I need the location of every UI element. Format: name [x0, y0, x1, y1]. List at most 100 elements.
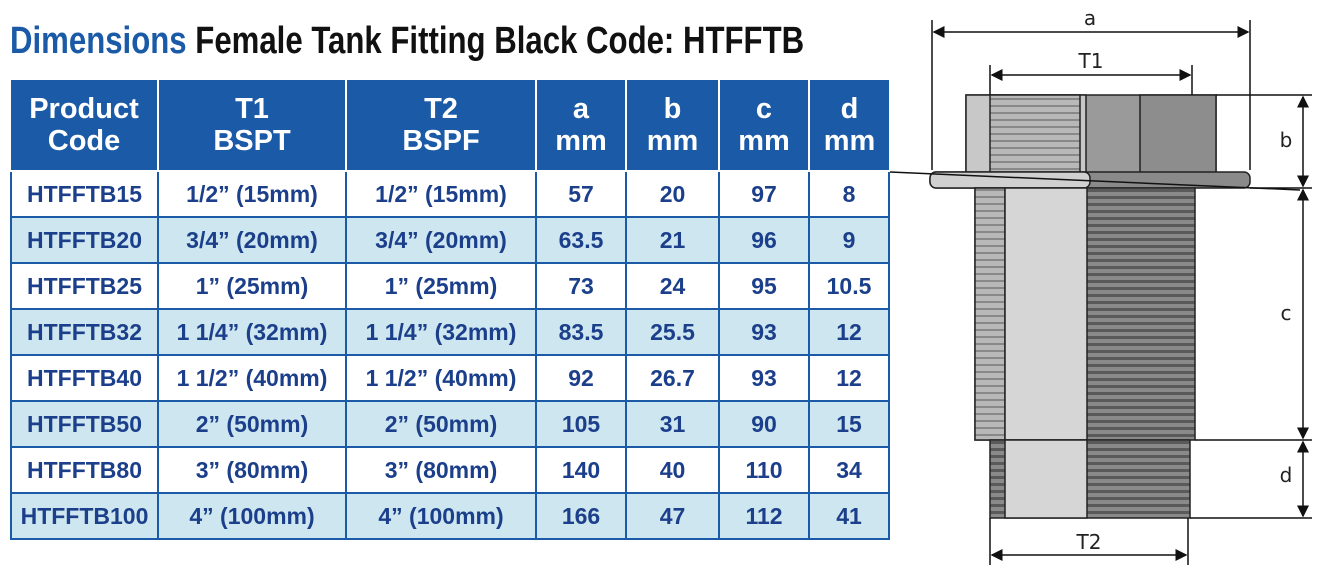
table-cell: HTFFTB25	[10, 262, 159, 310]
table-cell: 92	[535, 354, 627, 402]
table-cell: 1 1/2” (40mm)	[345, 354, 537, 402]
label-t1: T1	[1078, 49, 1104, 73]
table-cell: 2” (50mm)	[345, 400, 537, 448]
header-line: b	[663, 93, 682, 125]
header-line: Code	[47, 125, 121, 157]
table-cell: 12	[808, 354, 890, 402]
table-cell: 95	[718, 262, 810, 310]
header-line: BSPT	[213, 125, 291, 157]
table-cell: 4” (100mm)	[345, 492, 537, 540]
title-rest: Female Tank Fitting Black Code: HTFFTB	[195, 20, 805, 62]
table-cell: 15	[808, 400, 890, 448]
table-cell: 40	[625, 446, 720, 494]
table-cell: 9	[808, 216, 890, 264]
column-header: d mm	[808, 80, 889, 172]
table-cell: HTFFTB100	[10, 492, 159, 540]
table-cell: 31	[625, 400, 720, 448]
header-line: Product	[29, 93, 139, 125]
title-lead: Dimensions	[10, 20, 187, 62]
table-cell: 4” (100mm)	[157, 492, 347, 540]
table-cell: 1/2” (15mm)	[345, 170, 537, 218]
table-cell: 90	[718, 400, 810, 448]
table-cell: 97	[718, 170, 810, 218]
label-b: b	[1280, 128, 1293, 152]
table-cell: HTFFTB50	[10, 400, 159, 448]
header-line: a	[572, 93, 590, 125]
column-header: a mm	[535, 80, 627, 172]
table-cell: 34	[808, 446, 890, 494]
table-cell: 63.5	[535, 216, 627, 264]
table-cell: HTFFTB20	[10, 216, 159, 264]
table-row: HTFFTB15 1/2” (15mm) 1/2” (15mm) 57 20 97 8	[10, 170, 890, 218]
table-cell: HTFFTB32	[10, 308, 159, 356]
table-cell: 3” (80mm)	[345, 446, 537, 494]
table-cell: 8	[808, 170, 890, 218]
table-cell: 73	[535, 262, 627, 310]
table-cell: 110	[718, 446, 810, 494]
table-cell: 1 1/2” (40mm)	[157, 354, 347, 402]
table-cell: 41	[808, 492, 890, 540]
table-cell: 1 1/4” (32mm)	[345, 308, 537, 356]
table-row: HTFFTB25 1” (25mm) 1” (25mm) 73 24 95 10.5	[10, 262, 890, 310]
table-cell: 140	[535, 446, 627, 494]
table-cell: 21	[625, 216, 720, 264]
table-cell: 25.5	[625, 308, 720, 356]
column-header: T2 BSPF	[345, 80, 537, 172]
table-cell: 10.5	[808, 262, 890, 310]
column-header: Product Code	[11, 80, 159, 172]
table-cell: 47	[625, 492, 720, 540]
header-line: T1	[235, 93, 269, 125]
table-cell: 93	[718, 308, 810, 356]
table-cell: 1 1/4” (32mm)	[157, 308, 347, 356]
table-cell: 26.7	[625, 354, 720, 402]
title: Dimensions Female Tank Fitting Black Cod…	[10, 20, 804, 63]
table-cell: 3” (80mm)	[157, 446, 347, 494]
header-line: mm	[555, 125, 607, 157]
table-cell: 83.5	[535, 308, 627, 356]
header-row: Product Code T1 BSPT T2 BSPF a mm b mm c mm d mm	[11, 80, 889, 172]
header-line: T2	[424, 93, 458, 125]
dimension-lines	[931, 20, 1312, 565]
table-row: HTFFTB100 4” (100mm) 4” (100mm) 166 47 112 41	[10, 492, 890, 540]
column-header: T1 BSPT	[157, 80, 347, 172]
table-row: HTFFTB20 3/4” (20mm) 3/4” (20mm) 63.5 21 96 9	[10, 216, 890, 264]
table-cell: 112	[718, 492, 810, 540]
column-header: b mm	[625, 80, 720, 172]
table-row: HTFFTB40 1 1/2” (40mm) 1 1/2” (40mm) 92 26.7…	[10, 354, 890, 402]
header-line: mm	[646, 125, 699, 157]
table-cell: 1” (25mm)	[345, 262, 537, 310]
table-cell: 96	[718, 216, 810, 264]
fitting-drawing	[889, 94, 1301, 519]
dimensions-table: Product Code T1 BSPT T2 BSPF a mm b mm c mm d mm HTFF…	[10, 80, 890, 540]
label-d: d	[1280, 463, 1293, 487]
table-row: HTFFTB80 3” (80mm) 3” (80mm) 140 40 110 34	[10, 446, 890, 494]
table-cell: 1/2” (15mm)	[157, 170, 347, 218]
label-t2: T2	[1076, 530, 1102, 554]
header-line: mm	[738, 125, 790, 157]
table-body: HTFFTB15 1/2” (15mm) 1/2” (15mm) 57 20 97 8 HTF…	[10, 170, 890, 540]
table-cell: 105	[535, 400, 627, 448]
table-row: HTFFTB32 1 1/4” (32mm) 1 1/4” (32mm) 83.5 25…	[10, 308, 890, 356]
header-line: d	[840, 93, 859, 125]
table-cell: 24	[625, 262, 720, 310]
table-cell: 166	[535, 492, 627, 540]
table-cell: 20	[625, 170, 720, 218]
table-cell: HTFFTB40	[10, 354, 159, 402]
table-cell: 2” (50mm)	[157, 400, 347, 448]
table-cell: HTFFTB15	[10, 170, 159, 218]
table-cell: 12	[808, 308, 890, 356]
table-cell: HTFFTB80	[10, 446, 159, 494]
table-cell: 57	[535, 170, 627, 218]
table-cell: 93	[718, 354, 810, 402]
table-row: HTFFTB50 2” (50mm) 2” (50mm) 105 31 90 15	[10, 400, 890, 448]
table-cell: 3/4” (20mm)	[157, 216, 347, 264]
table-cell: 1” (25mm)	[157, 262, 347, 310]
label-a: a	[1084, 6, 1096, 30]
label-c: c	[1281, 301, 1292, 325]
column-header: c mm	[718, 80, 810, 172]
header-line: mm	[823, 125, 876, 157]
header-line: BSPF	[402, 125, 480, 157]
table-cell: 3/4” (20mm)	[345, 216, 537, 264]
